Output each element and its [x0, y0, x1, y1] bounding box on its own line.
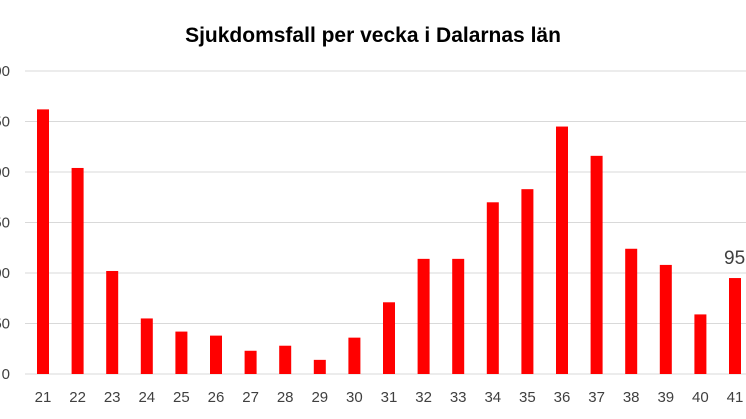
x-tick-label: 28: [277, 389, 294, 406]
y-tick-label: 50: [0, 316, 10, 333]
y-tick-label: 250: [0, 114, 10, 131]
bar-week-28: [279, 345, 292, 374]
x-tick-label: 25: [173, 389, 190, 406]
bar-week-34: [486, 202, 499, 374]
x-tick-label: 36: [554, 389, 571, 406]
x-tick-label: 26: [208, 389, 225, 406]
chart-title: Sjukdomsfall per vecka i Dalarnas län: [185, 24, 561, 47]
x-axis-ticks: 21 22 23 24 25 26 27 28 29 30 31 32 33 34 35 36 37 38 39 40…: [35, 389, 744, 406]
x-tick-label: 31: [381, 389, 398, 406]
data-label-week-41: 95: [724, 248, 745, 269]
y-tick-label: 200: [0, 164, 10, 181]
bar-week-38: [625, 248, 638, 374]
bar-week-23: [106, 270, 119, 374]
x-tick-label: 33: [450, 389, 467, 406]
bar-week-39: [659, 264, 672, 374]
bar-week-37: [590, 155, 603, 374]
x-tick-label: 21: [35, 389, 52, 406]
bar-week-30: [348, 337, 361, 374]
bars: [37, 109, 741, 374]
bar-week-40: [694, 314, 707, 374]
x-tick-label: 24: [138, 389, 155, 406]
x-tick-label: 22: [69, 389, 86, 406]
bar-week-25: [175, 331, 188, 374]
bar-week-33: [452, 258, 465, 374]
x-tick-label: 34: [484, 389, 501, 406]
y-tick-label: 300: [0, 63, 10, 80]
y-tick-label: 0: [2, 366, 10, 383]
bar-week-36: [556, 126, 568, 374]
x-tick-label: 27: [242, 389, 259, 406]
x-tick-label: 41: [727, 389, 744, 406]
bar-week-41: [729, 278, 741, 374]
x-tick-label: 38: [623, 389, 640, 406]
y-axis-ticks: 0 50 100 150 200 250 300: [0, 63, 10, 383]
x-tick-label: 29: [311, 389, 328, 406]
bar-week-22: [71, 167, 84, 374]
bar-week-24: [140, 318, 153, 374]
x-tick-label: 39: [657, 389, 674, 406]
bar-week-21: [37, 109, 49, 374]
bar-week-35: [521, 189, 534, 374]
bar-week-26: [210, 335, 222, 374]
bar-week-32: [417, 258, 430, 374]
x-tick-label: 40: [692, 389, 709, 406]
x-tick-label: 30: [346, 389, 363, 406]
y-tick-label: 150: [0, 215, 10, 232]
y-tick-label: 100: [0, 265, 10, 282]
x-tick-label: 37: [588, 389, 605, 406]
bar-week-29: [313, 359, 326, 374]
x-tick-label: 23: [104, 389, 121, 406]
data-labels: 95: [724, 248, 745, 269]
x-tick-label: 32: [415, 389, 432, 406]
bar-week-27: [244, 350, 257, 374]
x-tick-label: 35: [519, 389, 536, 406]
bar-week-31: [383, 302, 395, 374]
